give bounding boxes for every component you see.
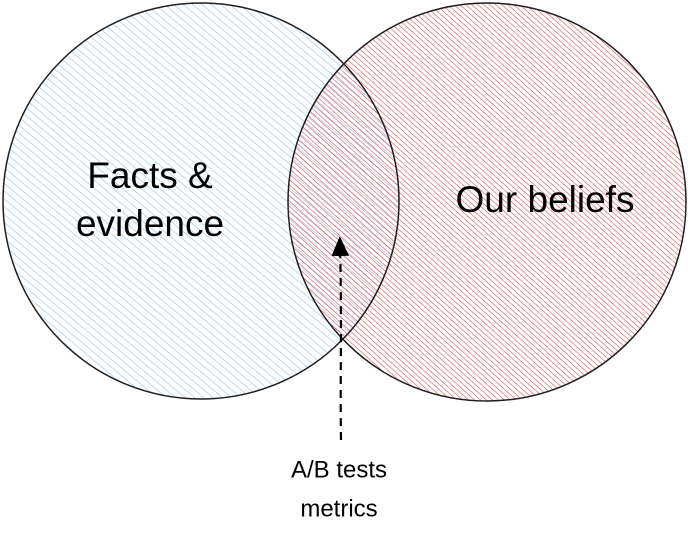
beliefs-circle [287,2,687,402]
beliefs-circle-fill [288,3,686,401]
annotation-arrow [331,236,350,441]
node-label: Our beliefs [456,179,635,220]
node-label: Facts & [87,155,213,196]
annotation-text: metrics [300,495,377,522]
annotation-text: A/B tests [291,456,387,483]
facts-circle [2,2,400,400]
facts-circle-fill [3,3,399,399]
node-label: evidence [76,203,224,244]
